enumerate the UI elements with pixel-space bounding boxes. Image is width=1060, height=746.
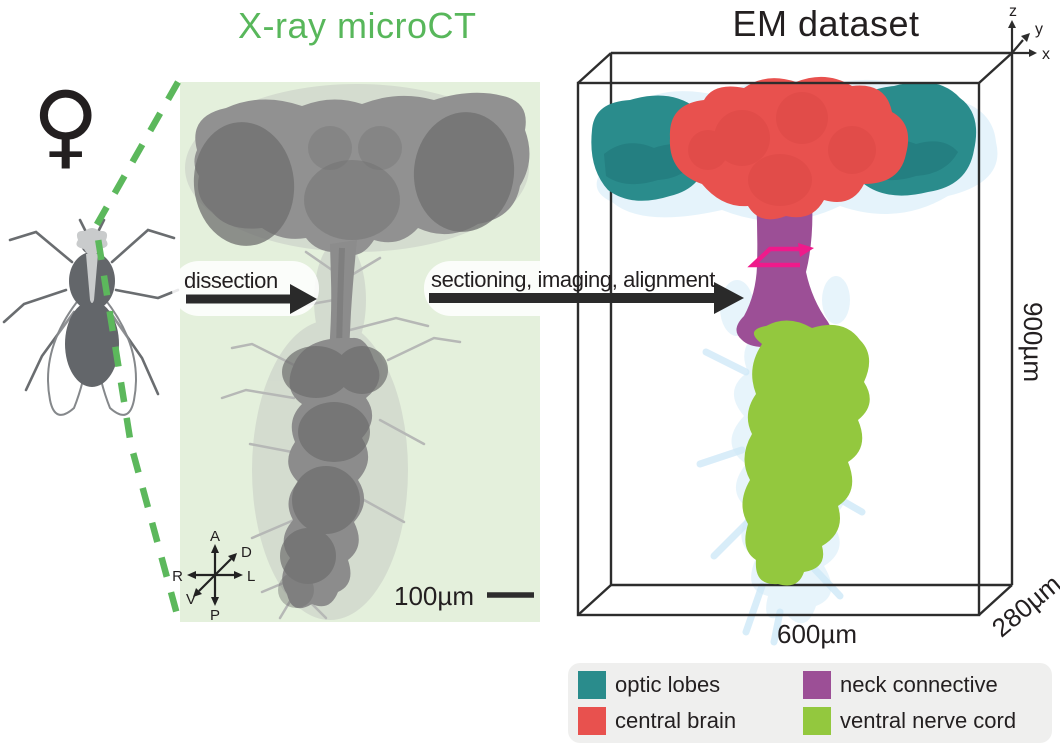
specimen-nerve-threads (220, 250, 462, 620)
xyz-axes: z y x (1008, 3, 1050, 63)
dissection-label: dissection (184, 268, 278, 293)
microct-title: X-ray microCT (238, 5, 477, 46)
em-central-brain-shading (688, 92, 876, 206)
sectioning-label: sectioning, imaging, alignment (431, 267, 715, 292)
ventral-nerve-cord-swatch (803, 707, 831, 735)
central-brain-swatch (578, 707, 606, 735)
microct-specimen (185, 84, 530, 620)
optic-lobes-label: optic lobes (615, 672, 721, 697)
fly-legs (2, 218, 180, 396)
z-axis-label: z (1009, 3, 1017, 20)
anatomical-compass: A P R L D V (172, 528, 255, 624)
em-box-front-edges (576, 81, 981, 617)
dissection-arrow (186, 284, 317, 314)
em-width-label: 600µm (777, 619, 858, 649)
compass-arrowheads (187, 544, 243, 606)
em-height-label: 900µm (1018, 302, 1048, 383)
compass-anterior-label: A (210, 528, 220, 545)
female-symbol: ♀ (32, 72, 100, 179)
em-title: EM dataset (732, 3, 920, 44)
y-axis-label: y (1035, 21, 1043, 38)
legend: optic lobes central brain neck connectiv… (568, 663, 1052, 743)
optic-lobes-swatch (578, 671, 606, 699)
compass-ventral-label: V (186, 591, 196, 608)
sectioning-arrow (429, 282, 744, 314)
compass-right-label: R (172, 568, 183, 585)
section-plane-marker (747, 243, 814, 268)
ventral-nerve-cord-label: ventral nerve cord (840, 708, 1017, 733)
microct-scalebar-label: 100µm (394, 581, 475, 611)
x-axis-label: x (1042, 46, 1050, 63)
legend-item-optic-lobes: optic lobes (578, 671, 720, 699)
neck-connective-label: neck connective (840, 672, 998, 697)
legend-item-central-brain: central brain (578, 707, 736, 735)
compass-dorsal-label: D (241, 544, 252, 561)
em-central-brain (669, 76, 909, 220)
legend-item-neck-connective: neck connective (803, 671, 998, 699)
specimen-neck-shade (336, 247, 345, 351)
central-brain-label: central brain (615, 708, 737, 733)
dashed-magnify-line (92, 80, 182, 619)
em-neck-connective (736, 198, 833, 349)
compass-posterior-label: P (210, 607, 220, 624)
neck-connective-swatch (803, 671, 831, 699)
legend-item-ventral-nerve-cord: ventral nerve cord (803, 707, 1016, 735)
fly-illustration (2, 218, 180, 416)
em-ventral-nerve-cord (742, 320, 870, 586)
specimen-brain-lobes (193, 112, 515, 246)
compass-left-label: L (247, 568, 255, 585)
specimen-vnc-neuromeres (278, 346, 388, 608)
